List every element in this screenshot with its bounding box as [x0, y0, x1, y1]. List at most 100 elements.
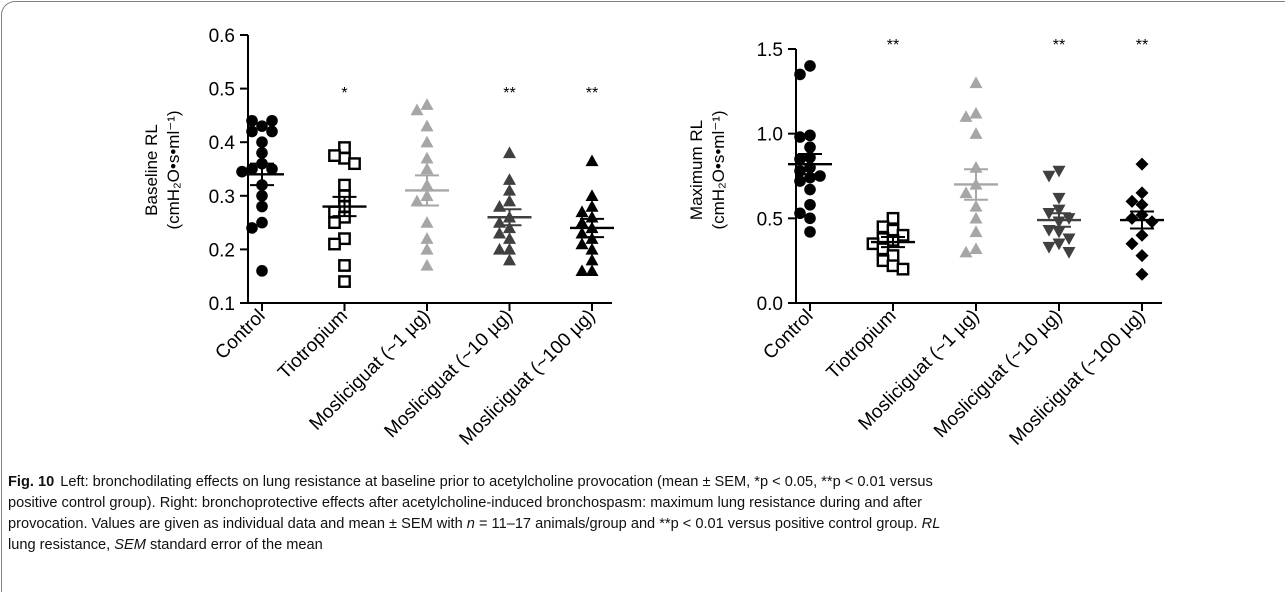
data-point	[969, 106, 983, 119]
y-tick-label: 0.5	[757, 209, 783, 230]
data-point	[503, 221, 516, 234]
caption-n-symbol: n	[466, 516, 475, 532]
data-point	[338, 259, 351, 272]
data-point	[969, 225, 983, 238]
data-point	[585, 242, 599, 255]
x-tick-label: Mosliciguat (~100 µg)	[1006, 306, 1150, 450]
data-point	[420, 232, 434, 244]
y-tick-label: 0.2	[209, 240, 235, 261]
significance-label: **	[887, 37, 899, 54]
x-tick-label: Tiotropium	[274, 306, 352, 384]
data-point	[1042, 241, 1056, 254]
data-point	[493, 242, 506, 255]
data-point	[585, 253, 599, 266]
data-point	[804, 212, 816, 225]
data-point	[804, 141, 816, 154]
caption-figure-label: Fig. 10	[8, 474, 55, 490]
data-point	[266, 125, 278, 138]
y-tick-label: 0.6	[209, 26, 235, 47]
data-point	[420, 151, 434, 164]
caption-rl-abbr: RL	[921, 516, 941, 532]
data-point	[959, 110, 973, 122]
data-point	[575, 216, 589, 228]
data-point	[256, 190, 268, 202]
data-point	[969, 242, 983, 255]
data-point	[503, 253, 516, 266]
data-point	[256, 265, 268, 277]
data-point	[246, 114, 258, 127]
data-point	[236, 165, 248, 178]
y-tick-label: 0.5	[209, 80, 235, 101]
data-point	[503, 146, 516, 159]
data-point	[1052, 204, 1066, 217]
data-point	[585, 154, 599, 167]
data-point	[1135, 198, 1149, 212]
data-point	[420, 119, 434, 132]
data-point	[420, 242, 434, 255]
data-point	[1052, 192, 1066, 205]
data-point	[1125, 194, 1139, 208]
caption-line-4: lung resistance, SEM standard error of t…	[8, 535, 1276, 556]
significance-label: **	[1136, 37, 1148, 54]
data-point	[794, 131, 806, 143]
significance-label: **	[503, 85, 515, 102]
data-point	[503, 183, 516, 196]
left-panel: 0.1 0.2 0.3 0.4 0.5 0.6 Baseline RL (cmH₂O•s•ml…	[142, 26, 614, 450]
x-tick-label: Mosliciguat (~100 µg)	[456, 306, 600, 450]
y-tick-label: 0.0	[757, 294, 783, 315]
data-point	[804, 60, 816, 72]
data-point	[410, 194, 424, 207]
data-point	[585, 189, 599, 201]
data-point	[969, 76, 983, 89]
data-point	[969, 199, 983, 212]
data-point	[959, 186, 973, 199]
data-point	[876, 242, 890, 256]
data-point	[328, 237, 341, 251]
y-axis-label-line-1: Maximum RL	[687, 120, 706, 220]
y-axis-label-line-2: (cmH₂O•s•ml⁻¹)	[164, 110, 183, 229]
data-point	[246, 125, 258, 138]
caption-line-1: Fig. 10 Left: bronchodilating effects on …	[8, 472, 1276, 493]
data-point	[1052, 226, 1066, 239]
data-point	[1042, 170, 1056, 183]
data-point	[338, 275, 351, 288]
y-tick-label: 1.5	[757, 40, 783, 61]
data-point	[804, 129, 816, 142]
data-point	[794, 175, 806, 187]
data-point	[1135, 249, 1149, 263]
y-axis-label: Baseline RL (cmH₂O•s•ml⁻¹)	[142, 110, 183, 229]
caption-line-2: positive control group). Right: bronchop…	[8, 493, 1276, 514]
data-point	[256, 147, 268, 159]
y-axis-label-line-2: (cmH₂O•s•ml⁻¹)	[709, 110, 728, 229]
data-point	[794, 68, 806, 81]
data-point	[338, 178, 351, 192]
data-point	[794, 153, 806, 165]
data-point	[1125, 237, 1139, 251]
data-point	[575, 205, 589, 218]
caption-line-3: provocation. Values are given as individ…	[8, 514, 1276, 535]
caption-text-4a: lung resistance,	[8, 537, 115, 553]
caption-text-3a: provocation. Values are given as individ…	[8, 516, 467, 532]
data-point	[1135, 267, 1149, 281]
data-point	[420, 258, 434, 271]
data-point	[575, 237, 589, 250]
data-point	[503, 242, 516, 255]
data-point	[886, 211, 900, 225]
data-point	[256, 136, 268, 148]
data-point	[1052, 238, 1066, 251]
data-point	[503, 173, 516, 185]
y-axis-label-line-1: Baseline RL	[142, 124, 161, 216]
data-point	[1125, 211, 1139, 225]
y-axis-label: Maximum RL (cmH₂O•s•ml⁻¹)	[687, 110, 728, 229]
data-point	[328, 216, 341, 229]
caption-text-3b: = 11–17 animals/group and **p < 0.01 ver…	[474, 516, 922, 532]
data-point	[256, 200, 268, 213]
y-tick-label: 0.4	[209, 133, 236, 154]
data-point	[1135, 228, 1149, 242]
data-point	[1042, 224, 1056, 237]
data-point	[420, 216, 434, 228]
caption-text-1: Left: bronchodilating effects on lung re…	[60, 474, 933, 490]
